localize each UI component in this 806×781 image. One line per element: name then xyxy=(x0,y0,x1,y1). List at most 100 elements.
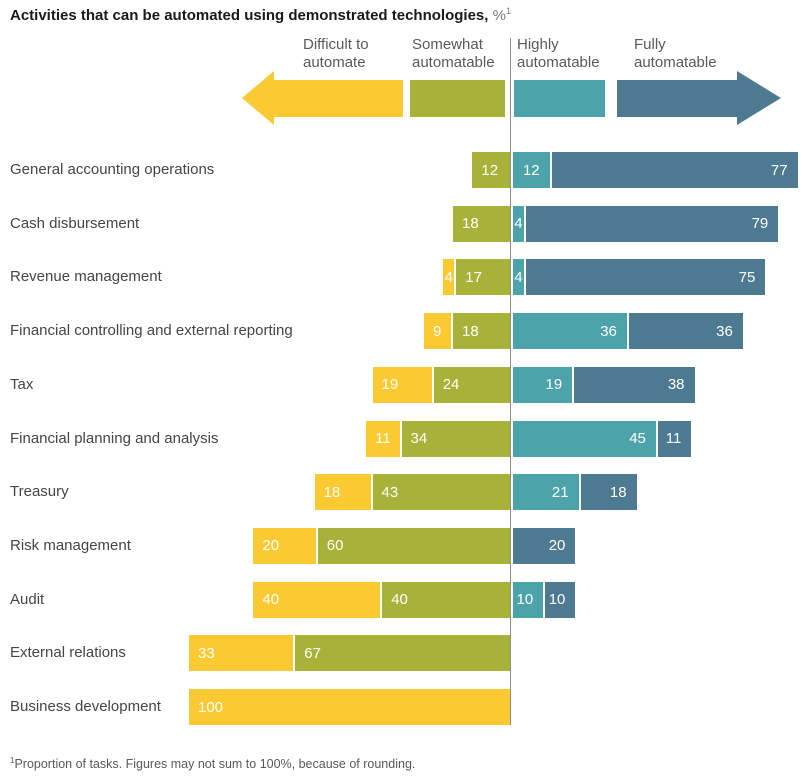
bar-value: 4 xyxy=(444,268,453,286)
bar-segment-fully: 38 xyxy=(574,366,695,403)
bar-segment-difficult: 33 xyxy=(189,635,294,672)
bar-segment-highly: 10 xyxy=(513,581,544,618)
category-label: Financial planning and analysis xyxy=(10,429,219,447)
bar-segment-difficult: 100 xyxy=(189,689,510,725)
bar-segment-somewhat: 18 xyxy=(453,205,510,242)
bar-value: 79 xyxy=(751,215,769,233)
axis-divider-line xyxy=(510,38,511,725)
bar-segment-somewhat: 18 xyxy=(453,313,510,350)
legend-label-highly: Highly automatable xyxy=(517,36,600,71)
bar-segment-difficult: 4 xyxy=(443,259,455,296)
bar-segment-fully: 75 xyxy=(525,259,766,296)
bar-segment-highly: 21 xyxy=(513,474,579,511)
bar-value: 24 xyxy=(442,376,460,394)
bar-segment-fully: 77 xyxy=(551,152,798,188)
bar-value: 100 xyxy=(198,698,224,716)
bar-segment-somewhat: 60 xyxy=(317,527,510,564)
bar-value: 11 xyxy=(375,430,391,447)
left-arrow-icon xyxy=(242,71,274,125)
bar-segment-difficult: 20 xyxy=(253,527,316,564)
bar-segment-difficult: 40 xyxy=(253,581,381,618)
bar-value: 19 xyxy=(545,376,563,394)
category-label: Tax xyxy=(10,375,34,393)
category-label: External relations xyxy=(10,644,126,662)
bar-segment-fully: 10 xyxy=(545,581,576,618)
bar-segment-fully: 79 xyxy=(525,205,779,242)
bar-value: 34 xyxy=(410,430,428,447)
bar-value: 20 xyxy=(262,537,280,555)
bar-value: 21 xyxy=(551,483,569,501)
bar-value: 33 xyxy=(198,644,215,662)
bar-value: 17 xyxy=(465,268,482,286)
bar-value: 20 xyxy=(548,537,566,555)
bar-row: Revenue management 4 17 4 75 xyxy=(0,259,806,296)
bar-segment-fully: 18 xyxy=(580,474,637,511)
bar-value: 43 xyxy=(381,483,399,501)
category-label: Risk management xyxy=(10,536,131,554)
bar-row: General accounting operations 12 12 77 xyxy=(0,152,806,188)
legend-swatch-somewhat xyxy=(410,80,505,117)
bar-segment-difficult: 9 xyxy=(424,313,452,350)
legend-label-somewhat: Somewhat automatable xyxy=(412,36,495,71)
bar-segment-fully: 11 xyxy=(657,420,692,457)
bar-value: 4 xyxy=(514,268,523,286)
bar-value: 12 xyxy=(522,161,540,179)
bar-value: 45 xyxy=(629,430,646,447)
bar-segment-somewhat: 34 xyxy=(401,420,510,457)
bar-segment-somewhat: 12 xyxy=(472,152,510,188)
bar-value: 77 xyxy=(770,161,788,179)
bar-segment-difficult: 18 xyxy=(314,474,371,511)
bar-row: Financial planning and analysis 11 34 45 11 xyxy=(0,420,806,457)
bar-row: Tax 19 24 19 38 xyxy=(0,366,806,403)
bar-row: External relations 33 67 xyxy=(0,635,806,672)
category-label: General accounting operations xyxy=(10,161,215,178)
bar-segment-fully: 20 xyxy=(513,527,576,564)
category-label: Revenue management xyxy=(10,268,162,286)
bar-value: 36 xyxy=(600,322,617,340)
bar-segment-somewhat: 43 xyxy=(372,474,510,511)
legend-swatch-difficult xyxy=(273,80,403,117)
category-label: Financial controlling and external repor… xyxy=(10,322,293,340)
bar-segment-highly: 12 xyxy=(513,152,550,188)
bar-value: 67 xyxy=(304,644,321,662)
bar-segment-highly: 19 xyxy=(513,366,573,403)
page-title: Activities that can be automated using d… xyxy=(10,6,511,24)
bar-segment-somewhat: 67 xyxy=(295,635,510,672)
bar-row: Treasury 18 43 21 18 xyxy=(0,474,806,511)
bar-row: Risk management 20 60 20 xyxy=(0,527,806,564)
category-label: Cash disbursement xyxy=(10,214,140,232)
legend-label-fully: Fully automatable xyxy=(634,36,717,71)
bar-row: Business development 100 xyxy=(0,689,806,725)
bar-value: 36 xyxy=(716,322,733,340)
bar-value: 10 xyxy=(516,591,534,609)
page-title-text: Activities that can be automated using d… xyxy=(10,7,489,24)
bar-segment-highly: 36 xyxy=(513,313,627,350)
bar-segment-somewhat: 40 xyxy=(382,581,510,618)
bar-value: 18 xyxy=(323,483,341,501)
bar-value: 9 xyxy=(433,322,442,340)
bar-segment-fully: 36 xyxy=(628,313,743,350)
bar-value: 18 xyxy=(609,483,627,501)
bar-value: 10 xyxy=(548,591,566,609)
bar-segment-highly: 4 xyxy=(513,205,524,242)
bar-value: 19 xyxy=(381,376,399,394)
legend-swatch-highly xyxy=(514,80,605,117)
bar-segment-highly: 4 xyxy=(513,259,524,296)
category-label: Audit xyxy=(10,590,45,608)
footnote: 1Proportion of tasks. Figures may not su… xyxy=(10,756,416,772)
bar-segment-somewhat: 17 xyxy=(456,259,510,296)
bar-value: 11 xyxy=(665,430,682,447)
bar-value: 4 xyxy=(514,215,523,233)
category-label: Treasury xyxy=(10,483,69,501)
legend-label-difficult: Difficult to automate xyxy=(303,36,369,71)
bar-segment-highly: 45 xyxy=(513,420,656,457)
bar-value: 75 xyxy=(738,268,756,286)
bar-value: 40 xyxy=(262,591,280,609)
bar-value: 18 xyxy=(462,215,479,233)
bar-segment-difficult: 19 xyxy=(372,366,432,403)
bar-segment-somewhat: 24 xyxy=(433,366,510,403)
bar-value: 38 xyxy=(667,376,685,394)
right-arrow-icon xyxy=(737,71,781,125)
bar-value: 40 xyxy=(391,591,408,609)
